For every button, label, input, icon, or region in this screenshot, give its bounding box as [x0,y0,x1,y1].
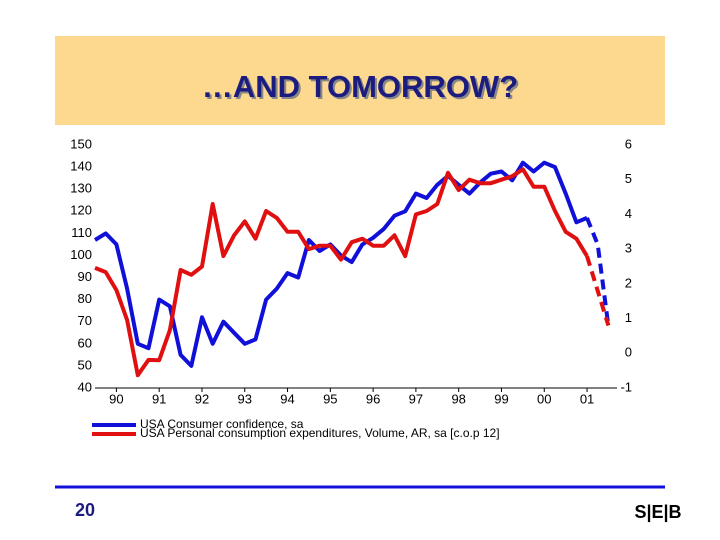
x-tick-label: 95 [323,391,337,406]
x-tick-label: 91 [152,391,166,406]
x-tick-label: 99 [494,391,508,406]
forecast-line [585,217,611,327]
title: …AND TOMORROW? [202,69,518,104]
y2-tick-label: 3 [625,241,632,256]
x-tick-label: 92 [195,391,209,406]
y-tick-label: 100 [70,247,92,262]
x-tick-label: 01 [580,391,594,406]
y2-tick-label: -1 [620,379,632,394]
x-tick-label: 96 [366,391,380,406]
y-tick-label: 90 [78,269,92,284]
forecast-line [585,255,611,327]
page-number: 20 [75,500,95,520]
title-banner [55,36,665,125]
y2-tick-label: 0 [625,345,632,360]
y2-tick-label: 6 [625,136,632,151]
x-tick-label: 90 [109,391,123,406]
x-tick-label: 00 [537,391,551,406]
x-tick-label: 97 [409,391,423,406]
y-tick-label: 150 [70,136,92,151]
x-tick-label: 93 [238,391,252,406]
x-tick-label: 98 [451,391,465,406]
y-tick-label: 70 [78,313,92,328]
y-tick-label: 140 [70,159,92,174]
y2-tick-label: 2 [625,275,632,290]
y-tick-label: 40 [78,379,92,394]
y-tick-label: 60 [78,335,92,350]
y-tick-label: 50 [78,357,92,372]
legend-label: USA Consumer confidence, sa [140,417,304,431]
y2-tick-label: 5 [625,171,632,186]
y-tick-label: 80 [78,291,92,306]
legend-label: USA Personal consumption expenditures, V… [140,426,500,440]
series-line [93,160,588,368]
x-tick-label: 94 [280,391,294,406]
y-tick-label: 110 [71,225,92,240]
y2-tick-label: 4 [625,206,632,221]
title-shadow: …AND TOMORROW? [204,71,520,106]
series-line [94,167,589,378]
y-tick-label: 130 [70,181,92,196]
y-tick-label: 120 [70,203,92,218]
logo: S|E|B [634,502,681,522]
y2-tick-label: 1 [625,310,632,325]
